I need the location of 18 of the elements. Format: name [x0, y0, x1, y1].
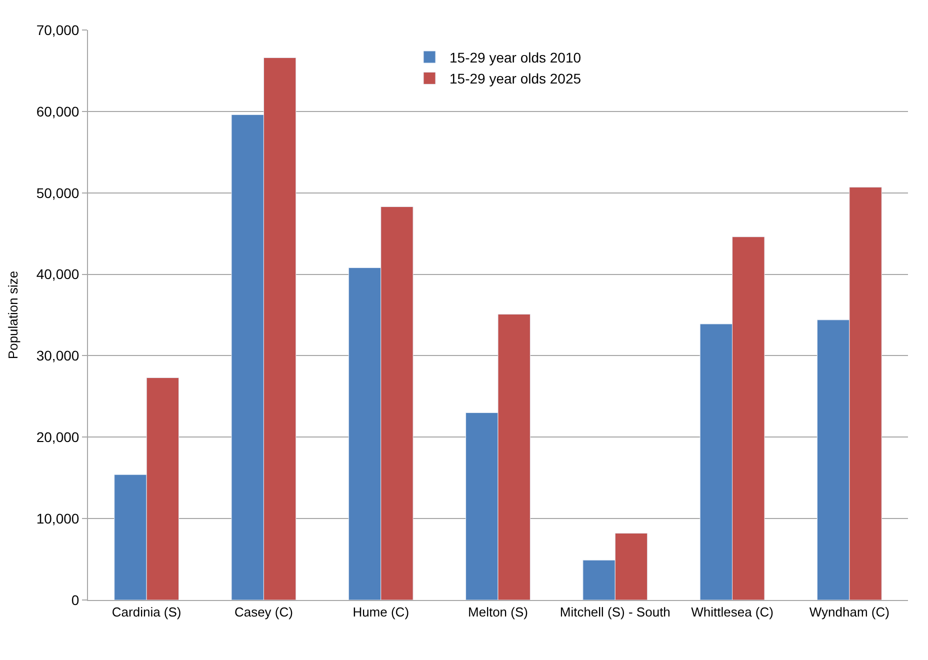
x-tick-label: Whittlesea (C)	[691, 604, 774, 620]
x-tick-label: Melton (S)	[468, 604, 528, 620]
x-tick-label: Casey (C)	[234, 604, 293, 620]
y-tick-label: 60,000	[36, 103, 80, 120]
x-tick-label: Wyndham (C)	[809, 604, 890, 620]
legend-label: 15-29 year olds 2010	[450, 49, 582, 66]
y-axis-title: Population size	[5, 270, 20, 360]
y-tick-label: 70,000	[36, 22, 80, 38]
y-tick-label: 30,000	[36, 348, 80, 364]
y-tick-label: 50,000	[36, 184, 80, 201]
y-tick-label: 40,000	[36, 266, 80, 282]
legend-label: 15-29 year olds 2025	[450, 70, 582, 87]
x-tick-label: Mitchell (S) - South	[560, 604, 670, 620]
x-tick-label: Cardinia (S)	[112, 604, 182, 620]
x-tick-label: Hume (C)	[352, 604, 410, 620]
y-tick-label: 20,000	[36, 429, 80, 446]
y-tick-label: 10,000	[36, 510, 80, 526]
y-tick-label: 0	[71, 592, 80, 608]
